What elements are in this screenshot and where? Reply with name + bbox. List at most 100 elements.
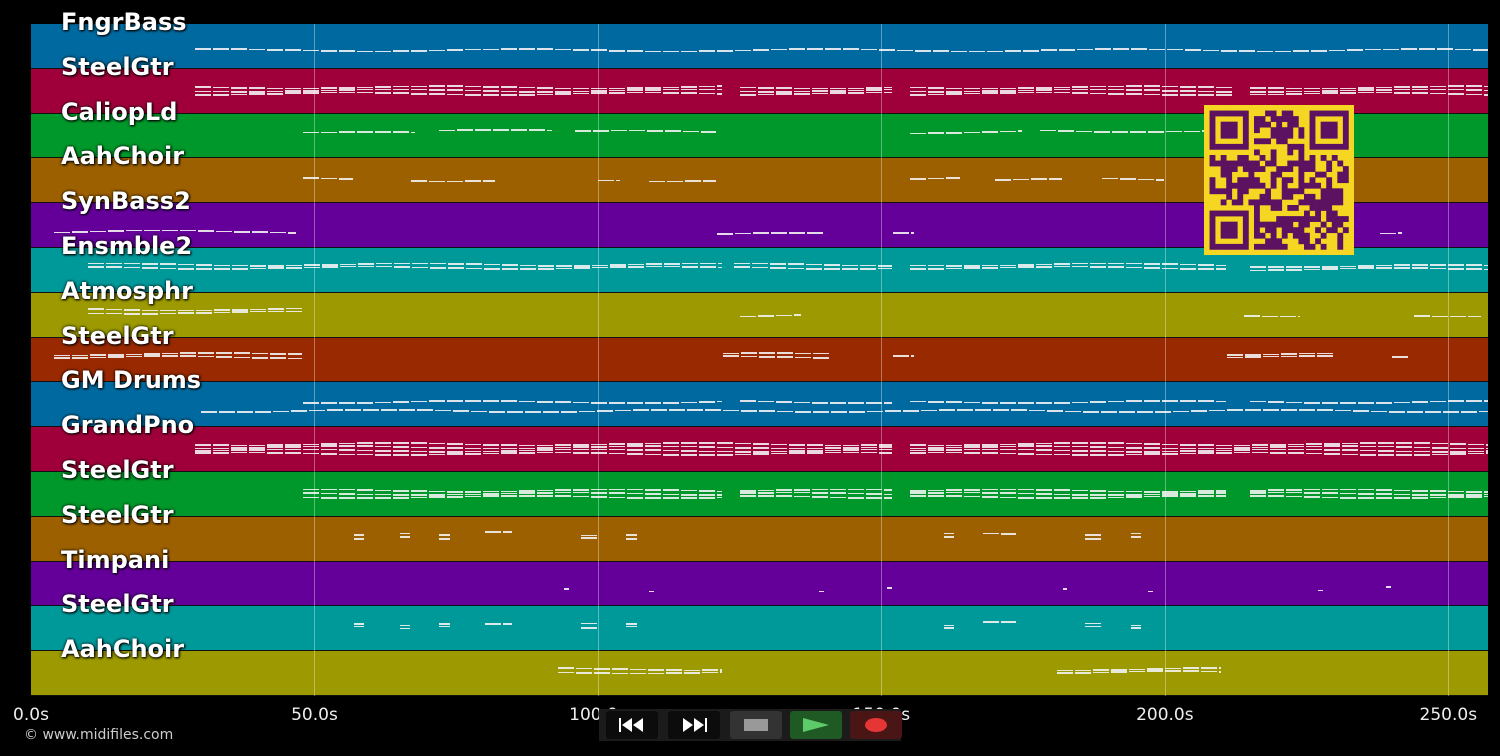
note — [626, 623, 637, 625]
note — [663, 265, 680, 268]
note — [1447, 93, 1464, 95]
grid-line — [1164, 24, 1166, 696]
track-lane[interactable] — [31, 24, 1488, 69]
note — [963, 446, 980, 449]
track-lane[interactable] — [31, 651, 1488, 696]
note — [249, 93, 266, 95]
note — [999, 402, 1016, 404]
note — [1341, 453, 1358, 456]
note — [963, 267, 980, 270]
note — [1303, 87, 1320, 90]
note — [53, 357, 70, 359]
note — [321, 50, 338, 52]
note — [1298, 315, 1301, 318]
note — [519, 449, 536, 452]
rewind-button[interactable] — [606, 711, 658, 739]
note — [501, 450, 518, 452]
stop-button[interactable] — [730, 711, 782, 739]
note — [999, 264, 1016, 267]
note — [981, 267, 998, 269]
note — [717, 400, 722, 403]
track-lane[interactable] — [31, 292, 1488, 338]
note — [580, 534, 597, 537]
note — [89, 230, 106, 233]
record-button[interactable] — [850, 711, 902, 739]
note — [483, 48, 500, 51]
note — [519, 268, 536, 270]
track-lane[interactable] — [31, 248, 1488, 293]
note — [1058, 130, 1075, 132]
note — [927, 491, 944, 494]
note — [555, 446, 572, 449]
note — [1197, 90, 1214, 93]
note — [829, 90, 846, 92]
note — [1167, 48, 1184, 51]
note — [825, 449, 842, 452]
note — [1143, 495, 1160, 498]
note — [681, 86, 698, 88]
note — [717, 262, 722, 265]
note — [1321, 90, 1338, 92]
note — [1393, 264, 1410, 266]
note — [285, 307, 302, 310]
transport-controls — [599, 709, 902, 741]
note — [811, 92, 828, 95]
piano-roll[interactable] — [31, 24, 1488, 696]
note — [375, 450, 392, 452]
note — [1339, 496, 1356, 499]
note — [999, 89, 1016, 92]
note — [999, 266, 1016, 269]
note — [1377, 454, 1394, 456]
note — [1161, 89, 1178, 92]
note — [1215, 93, 1232, 96]
note — [558, 667, 575, 669]
note — [1287, 443, 1304, 446]
note — [501, 444, 518, 446]
track-lane[interactable] — [31, 472, 1488, 517]
note — [1303, 401, 1320, 404]
note — [429, 400, 446, 402]
track-lane[interactable] — [31, 337, 1488, 383]
note — [231, 311, 248, 313]
note — [1035, 402, 1052, 404]
track-lane[interactable] — [31, 516, 1488, 562]
note-area — [31, 158, 1488, 202]
note — [735, 450, 752, 453]
fast-forward-button[interactable] — [668, 711, 720, 739]
note — [770, 232, 787, 234]
track-lane[interactable] — [31, 427, 1488, 472]
note — [580, 627, 597, 629]
track-lane[interactable] — [31, 561, 1488, 607]
note — [161, 355, 178, 357]
track-label: SynBass2 — [61, 187, 191, 216]
note — [501, 264, 518, 266]
track-label: GM Drums — [61, 366, 202, 395]
note — [999, 448, 1016, 451]
track-lane[interactable] — [31, 606, 1488, 652]
note — [267, 310, 284, 313]
note — [213, 311, 230, 314]
note — [1249, 266, 1266, 268]
note — [1385, 586, 1391, 589]
note — [753, 49, 770, 51]
note — [179, 352, 196, 355]
note — [720, 671, 723, 673]
note — [825, 447, 842, 450]
track-lane[interactable] — [31, 382, 1488, 428]
note — [1125, 496, 1142, 498]
note — [1419, 48, 1436, 50]
note — [1017, 492, 1034, 495]
note — [740, 355, 757, 358]
note — [267, 451, 284, 454]
note — [1317, 589, 1323, 592]
note — [910, 355, 915, 357]
note — [447, 85, 464, 88]
play-button[interactable] — [790, 711, 842, 739]
note — [1093, 669, 1110, 671]
note — [375, 493, 392, 496]
note — [1305, 445, 1322, 448]
note — [1249, 90, 1266, 93]
note — [999, 445, 1016, 448]
note — [411, 490, 428, 493]
note — [303, 445, 320, 448]
